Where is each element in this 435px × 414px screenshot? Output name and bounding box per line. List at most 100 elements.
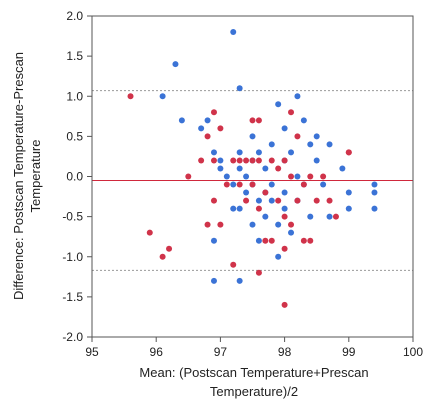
data-point-series-2 <box>230 157 237 164</box>
data-point-series-2 <box>255 117 262 124</box>
data-point-series-2 <box>249 181 256 188</box>
data-point-series-2 <box>210 197 217 204</box>
data-point-series-1 <box>281 125 288 132</box>
data-point-series-1 <box>236 165 243 172</box>
data-point-series-1 <box>288 149 295 156</box>
data-point-series-2 <box>326 197 333 204</box>
data-point-series-1 <box>371 205 378 212</box>
data-point-series-1 <box>294 173 301 180</box>
y-tick-label: -2.0 <box>62 330 83 344</box>
data-point-series-2 <box>223 181 230 188</box>
data-point-series-1 <box>300 117 307 124</box>
data-point-series-2 <box>217 125 224 132</box>
data-point-series-1 <box>313 133 320 140</box>
y-tick-label: 0.5 <box>66 129 83 143</box>
data-point-series-2 <box>185 173 192 180</box>
data-point-series-1 <box>255 149 262 156</box>
data-point-series-1 <box>172 61 179 68</box>
data-point-series-2 <box>281 301 288 308</box>
data-point-series-2 <box>281 157 288 164</box>
data-point-series-1 <box>268 141 275 148</box>
data-point-series-2 <box>210 109 217 116</box>
data-point-series-2 <box>268 237 275 244</box>
data-point-series-2 <box>345 149 352 156</box>
data-point-series-1 <box>255 237 262 244</box>
data-point-series-2 <box>275 197 282 204</box>
data-point-series-2 <box>255 205 262 212</box>
data-point-series-2 <box>249 117 256 124</box>
data-point-series-2 <box>255 157 262 164</box>
data-point-series-2 <box>281 245 288 252</box>
x-tick-label: 99 <box>342 345 356 359</box>
data-point-series-1 <box>198 125 205 132</box>
data-point-series-1 <box>249 133 256 140</box>
data-point-series-2 <box>307 237 314 244</box>
y-tick-label: -0.5 <box>62 210 83 224</box>
data-point-series-2 <box>281 213 288 220</box>
data-point-series-1 <box>268 181 275 188</box>
data-point-series-1 <box>236 277 243 284</box>
data-point-series-1 <box>223 173 230 180</box>
data-point-series-2 <box>288 173 295 180</box>
data-point-series-1 <box>275 101 282 108</box>
data-point-series-2 <box>255 269 262 276</box>
data-point-series-1 <box>210 277 217 284</box>
data-point-series-2 <box>166 245 173 252</box>
plot-frame <box>91 15 414 338</box>
data-point-series-2 <box>243 197 250 204</box>
data-point-series-1 <box>268 197 275 204</box>
data-point-series-1 <box>371 189 378 196</box>
data-point-series-2 <box>204 133 211 140</box>
data-point-series-1 <box>210 237 217 244</box>
data-point-series-2 <box>288 221 295 228</box>
data-point-series-2 <box>268 157 275 164</box>
data-point-series-1 <box>255 197 262 204</box>
y-axis-label-line-1: Difference: Postscan Temperature-Prescan <box>11 52 26 300</box>
data-point-series-2 <box>236 157 243 164</box>
data-point-series-1 <box>217 157 224 164</box>
data-point-series-2 <box>313 197 320 204</box>
x-axis-label-line-2: Temperature)/2 <box>210 384 298 399</box>
axes: 95 96 97 98 99 100 -2.0 -1.5 -1.0 -0.5 0.0 0.5 1.0 1.… <box>62 9 423 359</box>
data-point-series-1 <box>249 221 256 228</box>
data-point-series-1 <box>313 157 320 164</box>
x-tick-label: 100 <box>403 345 423 359</box>
data-point-series-1 <box>345 205 352 212</box>
data-point-series-1 <box>339 165 346 172</box>
data-point-series-1 <box>210 149 217 156</box>
data-point-series-2 <box>249 157 256 164</box>
data-point-series-1 <box>230 205 237 212</box>
y-tick-label: -1.0 <box>62 250 83 264</box>
data-point-series-1 <box>262 165 269 172</box>
data-point-series-1 <box>307 213 314 220</box>
data-point-series-1 <box>230 29 237 36</box>
reference-lines <box>92 90 413 271</box>
y-tick-label: -1.5 <box>62 290 83 304</box>
data-point-series-2 <box>262 189 269 196</box>
data-point-series-1 <box>217 165 224 172</box>
data-point-series-1 <box>243 189 250 196</box>
data-point-series-1 <box>281 205 288 212</box>
data-point-series-1 <box>281 189 288 196</box>
y-tick-label: 1.0 <box>66 89 83 103</box>
data-point-series-1 <box>288 229 295 236</box>
data-point-series-2 <box>294 133 301 140</box>
x-tick-label: 96 <box>150 345 164 359</box>
data-point-series-2 <box>159 253 166 260</box>
data-point-series-1 <box>236 149 243 156</box>
y-axis-label-line-2: Temperature <box>28 140 43 213</box>
data-point-series-1 <box>243 173 250 180</box>
data-point-series-2 <box>307 173 314 180</box>
data-point-series-2 <box>320 173 327 180</box>
data-point-series-2 <box>288 109 295 116</box>
data-point-series-1 <box>320 181 327 188</box>
data-point-series-1 <box>326 213 333 220</box>
y-tick-label: 2.0 <box>66 9 83 23</box>
y-tick-label: 1.5 <box>66 49 83 63</box>
data-point-series-2 <box>217 221 224 228</box>
data-point-series-2 <box>275 165 282 172</box>
data-point-series-2 <box>294 197 301 204</box>
data-point-series-1 <box>371 181 378 188</box>
